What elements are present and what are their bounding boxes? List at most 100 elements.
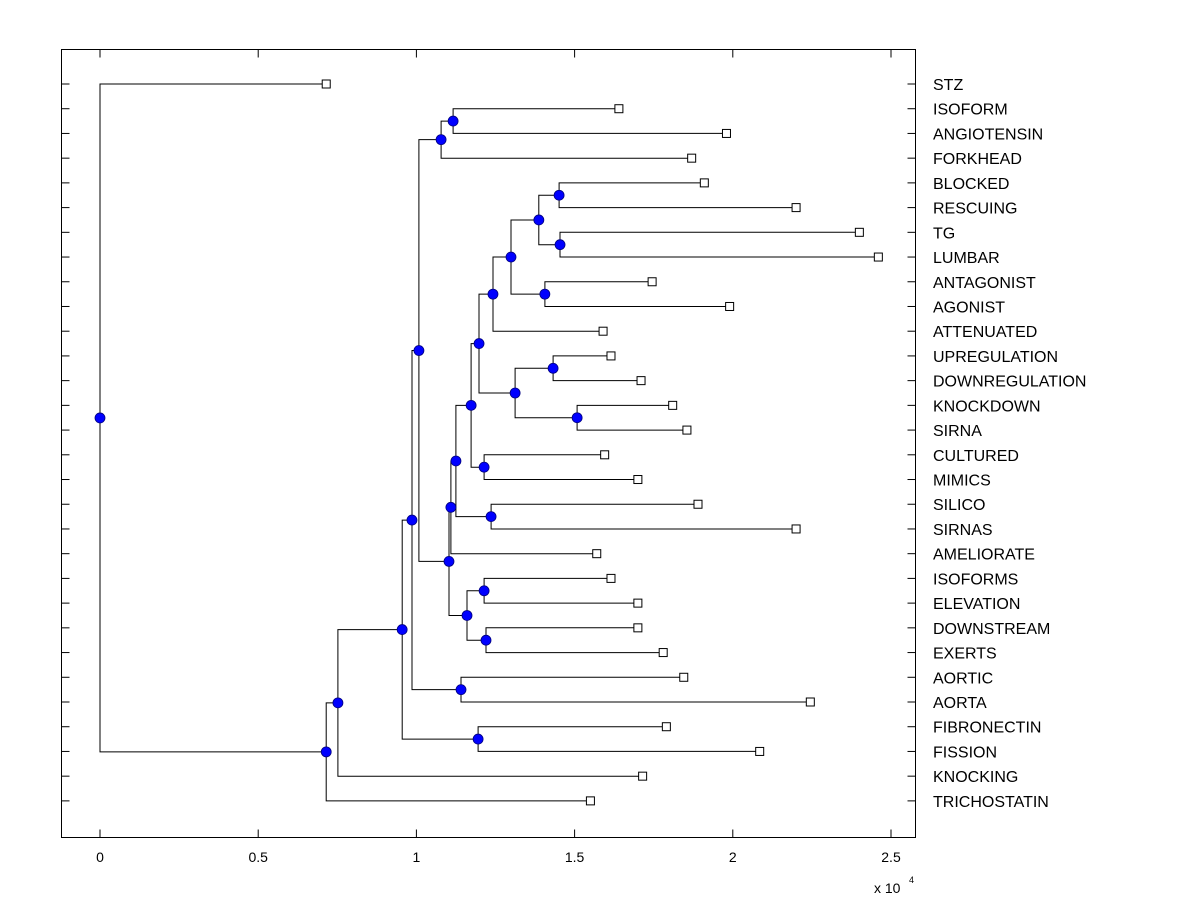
- leaf-label: KNOCKDOWN: [933, 398, 1041, 415]
- node-u: [487, 288, 499, 300]
- leaf-marker-knockdown: [668, 400, 678, 410]
- edge-B-knocking: [337, 702, 643, 777]
- leaf-marker-sirna: [682, 425, 692, 435]
- leaf-label: FIBRONECTIN: [933, 720, 1041, 737]
- leaf-marker-stz: [321, 79, 331, 89]
- node-d: [406, 514, 418, 526]
- axes-box: [61, 49, 916, 838]
- leaf-marker-knocking: [638, 771, 648, 781]
- leaf-label: FISSION: [933, 744, 997, 761]
- leaf-marker-isoforms: [606, 573, 616, 583]
- node-w: [547, 362, 559, 374]
- leaf-label: CULTURED: [933, 448, 1019, 465]
- leaf-marker-silico: [693, 499, 703, 509]
- leaf-marker-fission: [755, 746, 765, 756]
- leaf-label: SIRNA: [933, 423, 982, 440]
- leaf-marker-lumbar: [873, 252, 883, 262]
- node-c: [396, 624, 408, 635]
- edge-B-c: [337, 629, 403, 703]
- edge-Lb-n: [466, 615, 486, 641]
- leaf-marker-tg: [854, 227, 864, 237]
- node-n: [480, 634, 492, 646]
- node-aa: [539, 288, 551, 300]
- edge-root-a: [99, 417, 327, 753]
- leaf-label: ATTENUATED: [933, 324, 1037, 341]
- node-g: [455, 684, 467, 696]
- x-tick-label: 0.5: [248, 849, 268, 865]
- node-a: [320, 746, 332, 758]
- node-p: [450, 455, 462, 467]
- leaf-marker-forkhead: [687, 153, 697, 163]
- edge-Y-aa: [510, 257, 545, 295]
- leaf-label: ANGIOTENSIN: [933, 126, 1043, 143]
- leaf-labels: STZ ISOFORM ANGIOTENSIN FORKHEAD BLOCKED RESC…: [933, 77, 1086, 811]
- leaf-label: EXERTS: [933, 646, 997, 663]
- leaf-marker-exerts: [658, 648, 668, 658]
- leaf-label: ISOFORM: [933, 102, 1008, 119]
- node-v: [509, 387, 521, 399]
- node-h: [435, 134, 447, 146]
- leaf-label: TG: [933, 225, 955, 242]
- leaf-label: MIMICS: [933, 473, 991, 490]
- edge-A-trichostatin: [325, 751, 591, 802]
- leaf-label: ANTAGONIST: [933, 275, 1036, 292]
- leaf-label: UPREGULATION: [933, 349, 1058, 366]
- leaf-label: AORTA: [933, 695, 987, 712]
- leaf-label: SILICO: [933, 497, 985, 514]
- edge-P-r: [455, 461, 492, 518]
- node-s: [473, 338, 485, 349]
- leaf-marker-aortic: [679, 672, 689, 682]
- edge-Lb-m: [466, 590, 485, 616]
- node-k: [445, 501, 457, 513]
- leaf-marker-isoform: [614, 104, 624, 114]
- edge-H-forkhead: [440, 139, 692, 159]
- leaf-marker-downstream: [633, 623, 643, 633]
- edge-V-x: [514, 393, 578, 419]
- leaf-marker-rescuing: [791, 203, 801, 213]
- leaf-label: AGONIST: [933, 299, 1005, 316]
- edge-V-w: [514, 367, 554, 393]
- node-y: [505, 251, 517, 263]
- leaf-marker-cultured: [600, 450, 610, 460]
- node-cc: [554, 239, 566, 251]
- leaf-label: AMELIORATE: [933, 547, 1035, 564]
- x-multiplier-label: x 10: [874, 880, 901, 896]
- leaf-label: KNOCKING: [933, 769, 1018, 786]
- leaf-label: AORTIC: [933, 670, 993, 687]
- leaf-marker-sirnas: [791, 524, 801, 534]
- edge-U-y: [492, 256, 511, 295]
- x-tick-label: 0: [96, 849, 104, 865]
- node-t: [478, 461, 490, 473]
- leaf-marker-aorta: [805, 697, 815, 707]
- node-j: [447, 115, 459, 127]
- leaf-label: DOWNSTREAM: [933, 621, 1050, 638]
- edge-F-i: [418, 350, 449, 562]
- node-f: [413, 345, 425, 356]
- node-z: [533, 214, 545, 226]
- leaf-markers: [321, 79, 883, 806]
- edge-F-h: [418, 139, 442, 351]
- leaf-marker-attenuated: [598, 326, 608, 336]
- node-r: [485, 511, 497, 522]
- x-tick-label: 2.5: [881, 849, 901, 865]
- leaf-label: BLOCKED: [933, 176, 1009, 193]
- leaf-label: LUMBAR: [933, 250, 1000, 267]
- leaf-marker-elevation: [633, 598, 643, 608]
- x-multiplier-exponent: 4: [909, 875, 914, 885]
- node-m: [478, 585, 490, 597]
- leaf-marker-downregulation: [636, 376, 646, 386]
- leaf-label: DOWNREGULATION: [933, 374, 1086, 391]
- y-axis-ticks: [61, 83, 916, 802]
- leaf-label: STZ: [933, 77, 963, 94]
- leaf-label: RESCUING: [933, 201, 1017, 218]
- edge-K-ameliorate: [450, 507, 597, 555]
- edge-I-lb: [448, 561, 467, 616]
- internal-node-markers: [94, 115, 583, 758]
- node-root: [94, 412, 106, 424]
- node-lb: [461, 610, 473, 621]
- edge-S-v: [478, 343, 516, 394]
- leaf-marker-angiotensin: [721, 128, 731, 138]
- leaf-marker-trichostatin: [585, 796, 595, 806]
